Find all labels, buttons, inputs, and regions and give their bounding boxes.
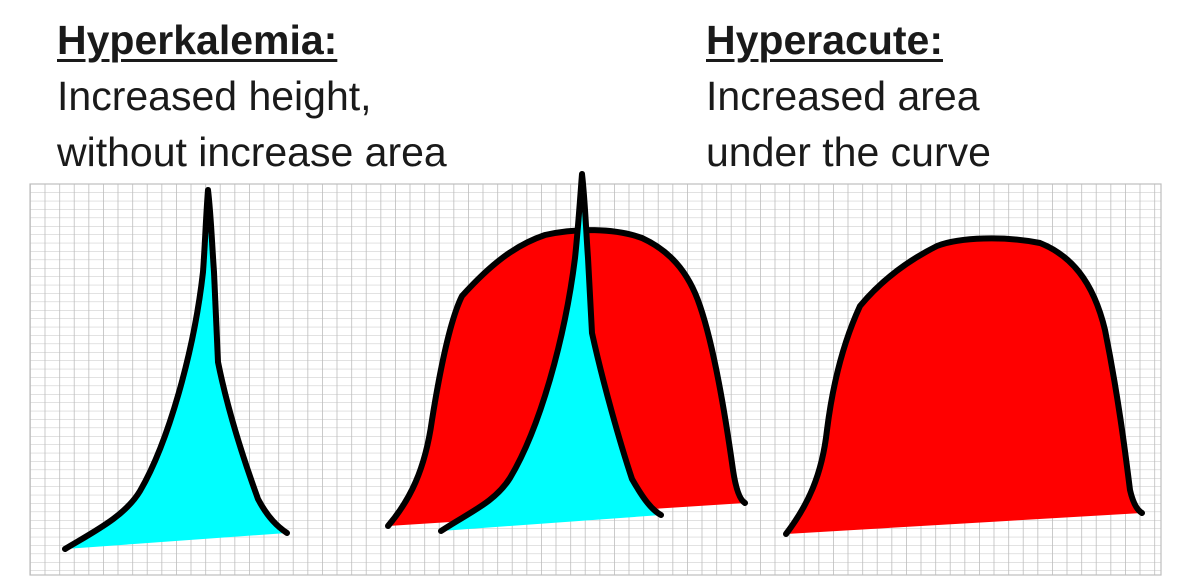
overlay-hyperkalemia-outline	[438, 171, 664, 534]
overlay-comparison	[385, 171, 748, 534]
hyperkalemia-label: Hyperkalemia: Increased height, without …	[57, 12, 447, 180]
hyperkalemia-description-line-1: Increased height,	[57, 73, 372, 119]
hyperkalemia-description-line-2: without increase area	[57, 129, 447, 175]
hyperacute-wave-outline	[783, 235, 1145, 537]
hyperkalemia-t-wave	[62, 187, 290, 552]
hyperkalemia-wave-outline	[62, 187, 290, 552]
hyperacute-t-wave	[783, 235, 1145, 537]
overlay-hyperkalemia-fill	[441, 174, 661, 531]
hyperkalemia-wave-fill	[65, 190, 287, 549]
hyperacute-description-line-2: under the curve	[706, 129, 991, 175]
hyperacute-description-line-1: Increased area	[706, 73, 980, 119]
hyperacute-heading: Hyperacute:	[706, 17, 943, 63]
hyperkalemia-heading: Hyperkalemia:	[57, 17, 338, 63]
hyperacute-label: Hyperacute: Increased area under the cur…	[706, 12, 991, 180]
hyperacute-wave-fill	[786, 238, 1142, 534]
